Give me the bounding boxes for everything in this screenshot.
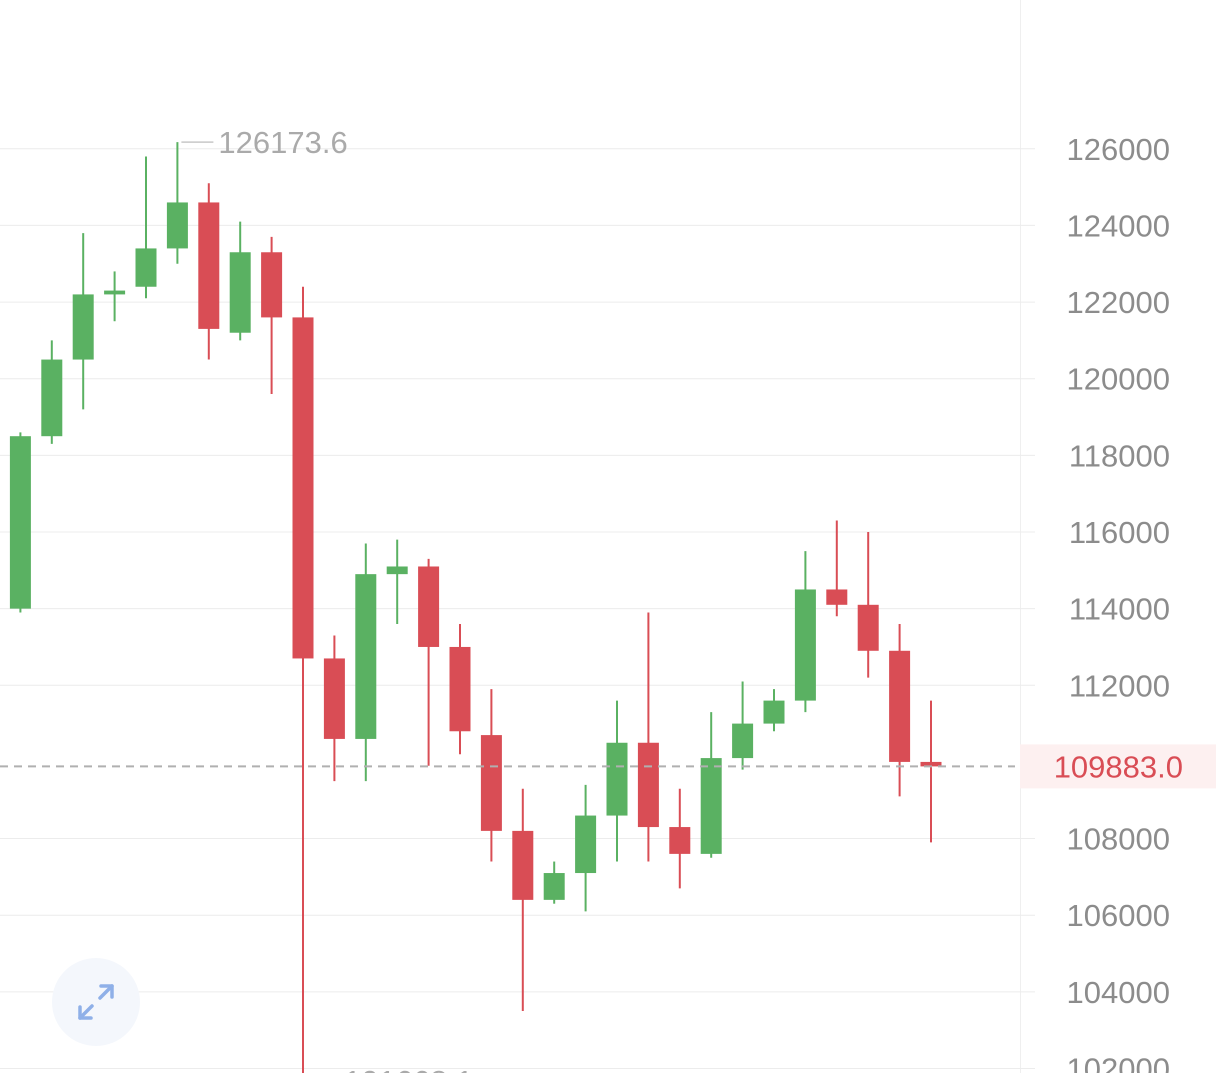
y-tick-label: 104000 (1067, 975, 1170, 1010)
candle (355, 543, 377, 782)
candle-body (732, 723, 754, 759)
candle-body (857, 604, 879, 651)
candle-body (480, 735, 502, 831)
candle-body (355, 574, 377, 739)
candle (480, 689, 502, 862)
candle-body (669, 827, 691, 854)
grid-layer (0, 148, 1035, 1069)
candle-body (261, 252, 283, 318)
y-tick-label: 122000 (1067, 285, 1170, 320)
y-tick-label: 116000 (1069, 515, 1170, 550)
candle-body (700, 758, 722, 854)
candle (700, 712, 722, 858)
candle-body (889, 650, 911, 762)
candle-body (9, 436, 31, 609)
candle-body (826, 589, 848, 605)
candle-body (166, 202, 188, 249)
candle-body (449, 646, 471, 732)
candle-body (637, 742, 659, 828)
candles-layer (9, 142, 942, 1073)
candle (857, 531, 879, 678)
candle (41, 340, 63, 444)
candle-body (386, 566, 408, 575)
candle (166, 142, 188, 264)
y-tick-label: 118000 (1069, 438, 1170, 473)
y-tick-label: 114000 (1069, 592, 1170, 627)
y-axis-ticks: 102000 104000 106000 108000 112000 114000 1160… (1067, 132, 1170, 1073)
candle (261, 236, 283, 395)
candle-body (229, 252, 251, 333)
candle (292, 286, 314, 1073)
min-marker-label: 101668.1 (344, 1064, 473, 1073)
candle (386, 539, 408, 624)
candle-body (512, 830, 534, 900)
last-price-label-bg (1020, 744, 1216, 789)
candle (637, 612, 659, 862)
y-tick-label: 102000 (1067, 1051, 1170, 1073)
expand-button[interactable] (52, 958, 140, 1046)
candle-body (41, 359, 63, 437)
y-tick-label: 120000 (1067, 362, 1170, 397)
candle-body (198, 202, 220, 329)
y-tick-label: 106000 (1067, 898, 1170, 933)
candle-body (575, 815, 597, 874)
candle (323, 635, 345, 782)
candle-body (418, 566, 440, 647)
candle-body (606, 742, 628, 816)
candle (198, 183, 220, 360)
expand-arrows-icon (78, 984, 114, 1020)
candle (104, 271, 126, 322)
candle (606, 700, 628, 862)
candle (543, 861, 565, 904)
candle (826, 520, 848, 617)
candle (732, 681, 754, 770)
candle (229, 221, 251, 341)
candle (72, 233, 94, 410)
last-price-label: 109883.0 (1054, 749, 1183, 784)
candle-body (543, 873, 565, 900)
candle (575, 784, 597, 912)
candle-body (72, 294, 94, 360)
y-tick-label: 126000 (1067, 132, 1170, 167)
candle (418, 558, 440, 766)
candle (889, 623, 911, 797)
candle (9, 432, 31, 613)
y-tick-label: 108000 (1067, 822, 1170, 857)
candle-body (920, 761, 942, 767)
overlay-layer: 109883.0 126173.6 101668.1 (0, 125, 1216, 1073)
y-tick-label: 124000 (1067, 208, 1170, 243)
axis-divider (1020, 0, 1021, 1073)
max-marker-label: 126173.6 (218, 125, 347, 160)
candle (794, 551, 816, 713)
candle-body (763, 700, 785, 724)
y-tick-label: 112000 (1069, 668, 1170, 703)
candle-body (135, 248, 157, 287)
candle (669, 788, 691, 889)
candle (512, 788, 534, 1011)
candle-body (292, 317, 314, 659)
candle-body (104, 290, 126, 295)
candle (763, 689, 785, 732)
candle (135, 156, 157, 299)
candle-body (794, 589, 816, 701)
candle (920, 700, 942, 843)
candle (449, 623, 471, 755)
candle-body (323, 658, 345, 739)
